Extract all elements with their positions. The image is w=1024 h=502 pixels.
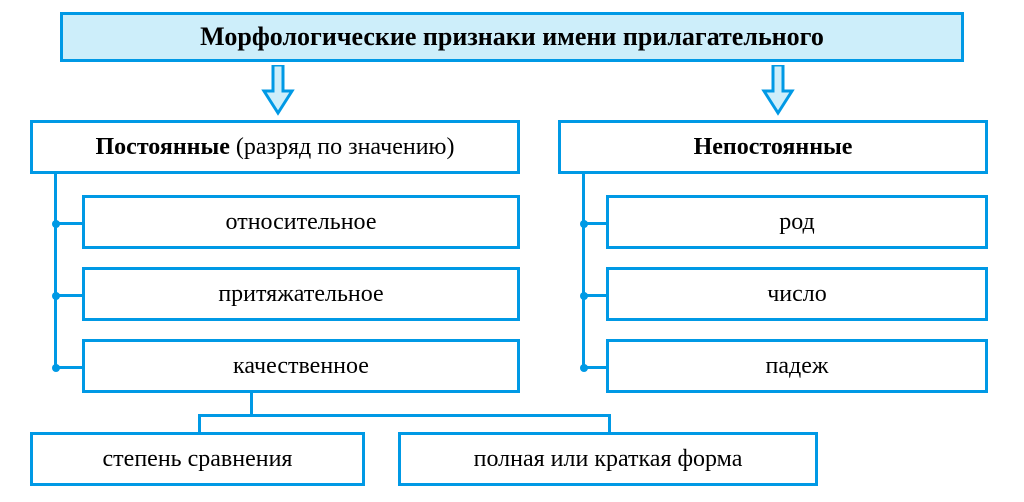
- left-item-2-label: качественное: [233, 352, 369, 381]
- right-item-1: число: [606, 267, 988, 321]
- connector-line: [582, 174, 585, 369]
- connector-line: [608, 414, 611, 432]
- connector-dot: [580, 220, 588, 228]
- right-item-1-label: число: [767, 280, 827, 309]
- header-title-box: Морфологические признаки имени прилагате…: [60, 12, 964, 62]
- bottom-right-box: полная или краткая форма: [398, 432, 818, 486]
- right-branch-header: Непостоянные: [558, 120, 988, 174]
- connector-line: [54, 174, 57, 369]
- right-branch-title: Непостоянные: [694, 133, 853, 162]
- left-item-1-label: притяжательное: [218, 280, 383, 309]
- connector-dot: [580, 364, 588, 372]
- left-branch-header: Постоянные (разряд по значению): [30, 120, 520, 174]
- right-item-2-label: падеж: [766, 352, 829, 381]
- arrow-down-left: [260, 65, 296, 117]
- bottom-left-label: степень сравнения: [103, 445, 293, 474]
- left-item-0-label: относительное: [226, 208, 377, 237]
- arrow-down-right: [760, 65, 796, 117]
- connector-dot: [52, 364, 60, 372]
- bottom-right-label: полная или краткая форма: [474, 445, 743, 474]
- right-item-0: род: [606, 195, 988, 249]
- left-item-0: относительное: [82, 195, 520, 249]
- connector-dot: [52, 220, 60, 228]
- connector-line: [198, 414, 612, 417]
- left-item-1: притяжательное: [82, 267, 520, 321]
- connector-dot: [580, 292, 588, 300]
- connector-dot: [52, 292, 60, 300]
- bottom-left-box: степень сравнения: [30, 432, 365, 486]
- right-item-0-label: род: [779, 208, 815, 237]
- left-item-2: качественное: [82, 339, 520, 393]
- left-branch-title: Постоянные (разряд по значению): [96, 133, 455, 162]
- connector-line: [198, 414, 201, 432]
- right-item-2: падеж: [606, 339, 988, 393]
- header-title: Морфологические признаки имени прилагате…: [200, 21, 824, 52]
